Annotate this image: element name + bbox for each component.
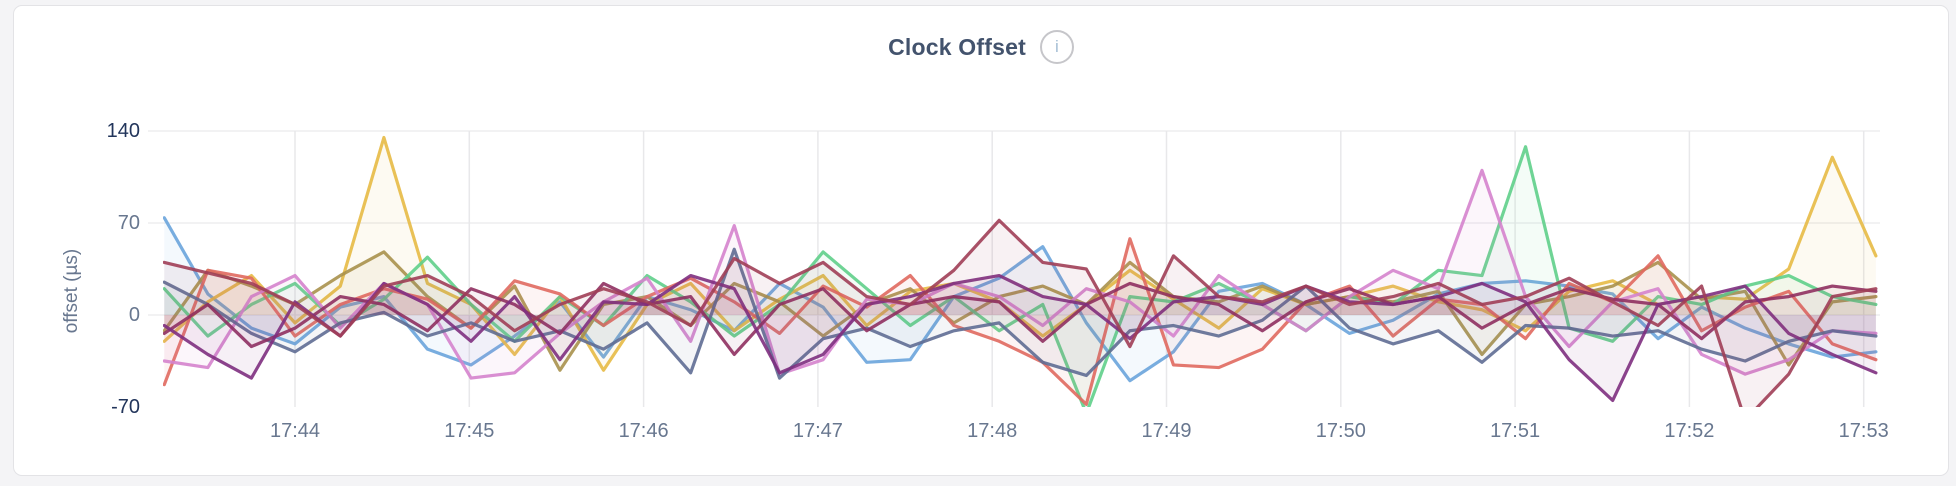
- series-area-series-9: [164, 275, 1876, 401]
- plot-area[interactable]: [163, 135, 1878, 421]
- series-line-series-7: [163, 247, 1878, 380]
- series-area-series-4: [164, 146, 1876, 407]
- info-icon-glyph: i: [1055, 37, 1059, 56]
- x-axis-tick-label: 17:46: [618, 420, 669, 442]
- y-axis-tick-label: 140: [106, 120, 140, 142]
- series-area-series-10: [164, 220, 1876, 407]
- x-axis-tick-label: 17:51: [1490, 420, 1541, 442]
- series-line-series-10: [163, 218, 1878, 407]
- x-axis-tick-label: 17:52: [1664, 420, 1715, 442]
- series-area-series-2: [164, 137, 1876, 371]
- series-line-series-8: [163, 281, 1878, 357]
- x-axis-tick-label: 17:48: [967, 420, 1018, 442]
- y-axis-tick-label: 0: [128, 304, 140, 326]
- x-axis-tick-label: 17:47: [792, 420, 843, 442]
- series-area-series-1: [164, 217, 1876, 381]
- x-axis-tick-label: 17:49: [1141, 420, 1192, 442]
- y-axis-tick-label: -70: [111, 395, 140, 418]
- x-axis-tick-label: 17:50: [1315, 420, 1366, 442]
- info-icon[interactable]: i: [1039, 30, 1074, 64]
- series-line-series-9: [163, 273, 1878, 403]
- page-title: Clock Offset: [888, 33, 1026, 60]
- series-line-series-6: [163, 168, 1878, 380]
- x-axis-tick-label: 17:53: [1838, 420, 1889, 442]
- chart-header: Clock Offset i: [14, 30, 1948, 64]
- series-line-series-4: [163, 145, 1878, 407]
- x-axis-tick-label: 17:44: [269, 420, 321, 442]
- x-axis-tick-label: 17:45: [444, 420, 495, 442]
- y-axis-tick-label: 70: [117, 212, 140, 234]
